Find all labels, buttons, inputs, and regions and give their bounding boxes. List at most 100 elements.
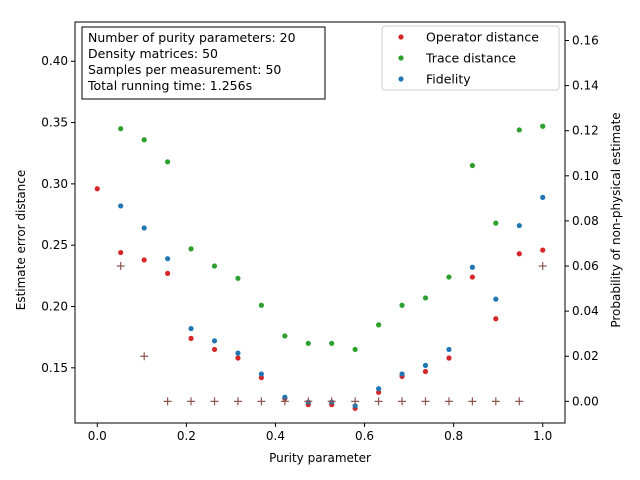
y-tick-label-right: 0.14 <box>572 79 599 93</box>
legend-label: Operator distance <box>426 30 539 45</box>
y-tick-label-right: 0.10 <box>572 169 599 183</box>
y-tick-label-right: 0.12 <box>572 124 599 138</box>
data-point <box>188 335 194 341</box>
data-point <box>376 389 382 395</box>
x-tick-label: 0.2 <box>177 429 196 443</box>
plus-marker <box>327 397 336 406</box>
data-point <box>399 371 405 377</box>
legend-label: Fidelity <box>426 72 471 87</box>
plot-frame <box>74 21 566 424</box>
legend-frame <box>381 25 560 91</box>
data-point <box>540 194 546 200</box>
data-point <box>469 274 475 280</box>
info-box-line: Density matrices: 50 <box>88 46 218 61</box>
y-tick-label: 0.25 <box>41 238 68 252</box>
data-point <box>540 123 546 129</box>
legend-marker <box>398 76 404 82</box>
data-point <box>493 296 499 302</box>
plus-marker <box>421 397 430 406</box>
plus-marker <box>187 397 196 406</box>
series-0 <box>94 186 546 411</box>
data-point <box>446 355 452 361</box>
data-point <box>329 340 335 346</box>
plus-marker <box>515 397 524 406</box>
data-point <box>540 247 546 253</box>
data-point <box>211 263 218 269</box>
data-point <box>94 186 100 192</box>
data-point <box>469 162 475 169</box>
data-point <box>165 270 171 276</box>
y-tick-label: 0.35 <box>41 116 68 130</box>
data-point <box>188 246 194 252</box>
plus-marker <box>398 397 407 406</box>
series-1 <box>118 123 546 353</box>
info-box-line: Samples per measurement: 50 <box>88 62 281 77</box>
plus-marker <box>163 397 172 406</box>
y-tick-label-right: 0.06 <box>572 259 599 273</box>
data-point <box>352 403 358 409</box>
data-point <box>376 386 382 392</box>
plus-marker <box>116 262 125 271</box>
data-point <box>211 338 218 344</box>
data-point <box>422 368 429 375</box>
y-tick-label-right: 0.16 <box>572 33 599 47</box>
data-point <box>446 346 452 353</box>
y-axis-label-right: Probability of non-physical estimate <box>609 112 623 327</box>
data-point <box>516 127 522 133</box>
series-3 <box>116 262 547 406</box>
data-point <box>376 322 382 328</box>
legend-marker <box>398 34 404 40</box>
data-point <box>493 220 499 226</box>
data-point <box>165 159 171 165</box>
legend-marker <box>398 55 404 61</box>
x-tick-label: 0.0 <box>88 429 107 443</box>
data-point <box>235 350 241 356</box>
info-box-line: Number of purity parameters: 20 <box>88 30 296 45</box>
data-point <box>282 394 288 400</box>
data-point <box>211 346 218 353</box>
plus-marker <box>140 352 149 361</box>
data-point <box>141 137 147 143</box>
data-point <box>141 257 147 263</box>
y-tick-label: 0.15 <box>41 361 68 375</box>
plus-marker <box>491 397 500 406</box>
data-point <box>118 126 124 132</box>
data-point <box>258 375 264 381</box>
legend-item: Operator distance <box>398 30 539 45</box>
plus-marker <box>468 397 477 406</box>
plus-marker <box>233 397 242 406</box>
data-point <box>141 225 147 231</box>
x-tick-label: 0.6 <box>355 429 374 443</box>
data-point <box>422 362 429 368</box>
plus-marker <box>210 397 219 406</box>
data-point <box>446 274 452 280</box>
data-point <box>118 249 124 256</box>
y-tick-label-right: 0.04 <box>572 304 599 318</box>
plus-marker <box>304 397 313 406</box>
axes: 0.0 0.2 0.4 0.6 0.8 1.0 0.15 0.20 0.25 0.30 0.35 0.… <box>41 21 599 443</box>
plot-area <box>94 123 547 411</box>
legend: Operator distance Trace distance Fidelity <box>381 25 560 91</box>
plus-marker <box>351 397 360 406</box>
plus-marker <box>280 397 289 406</box>
plus-marker <box>257 397 266 406</box>
data-point <box>399 302 405 308</box>
x-axis-label: Purity parameter <box>269 451 371 465</box>
data-point <box>258 371 264 377</box>
y-tick-label: 0.20 <box>41 300 68 314</box>
info-box-frame <box>81 26 326 100</box>
data-point <box>422 295 429 301</box>
plus-marker <box>538 262 547 271</box>
data-point <box>235 275 241 281</box>
legend-item: Fidelity <box>398 72 471 87</box>
data-point <box>493 316 499 322</box>
y-tick-label-right: 0.00 <box>572 394 599 408</box>
legend-item: Trace distance <box>398 51 516 66</box>
data-point <box>352 346 358 353</box>
plus-marker <box>374 397 383 406</box>
y-tick-label: 0.30 <box>41 177 68 191</box>
data-point <box>282 333 288 339</box>
info-box-line: Total running time: 1.256s <box>87 78 252 93</box>
